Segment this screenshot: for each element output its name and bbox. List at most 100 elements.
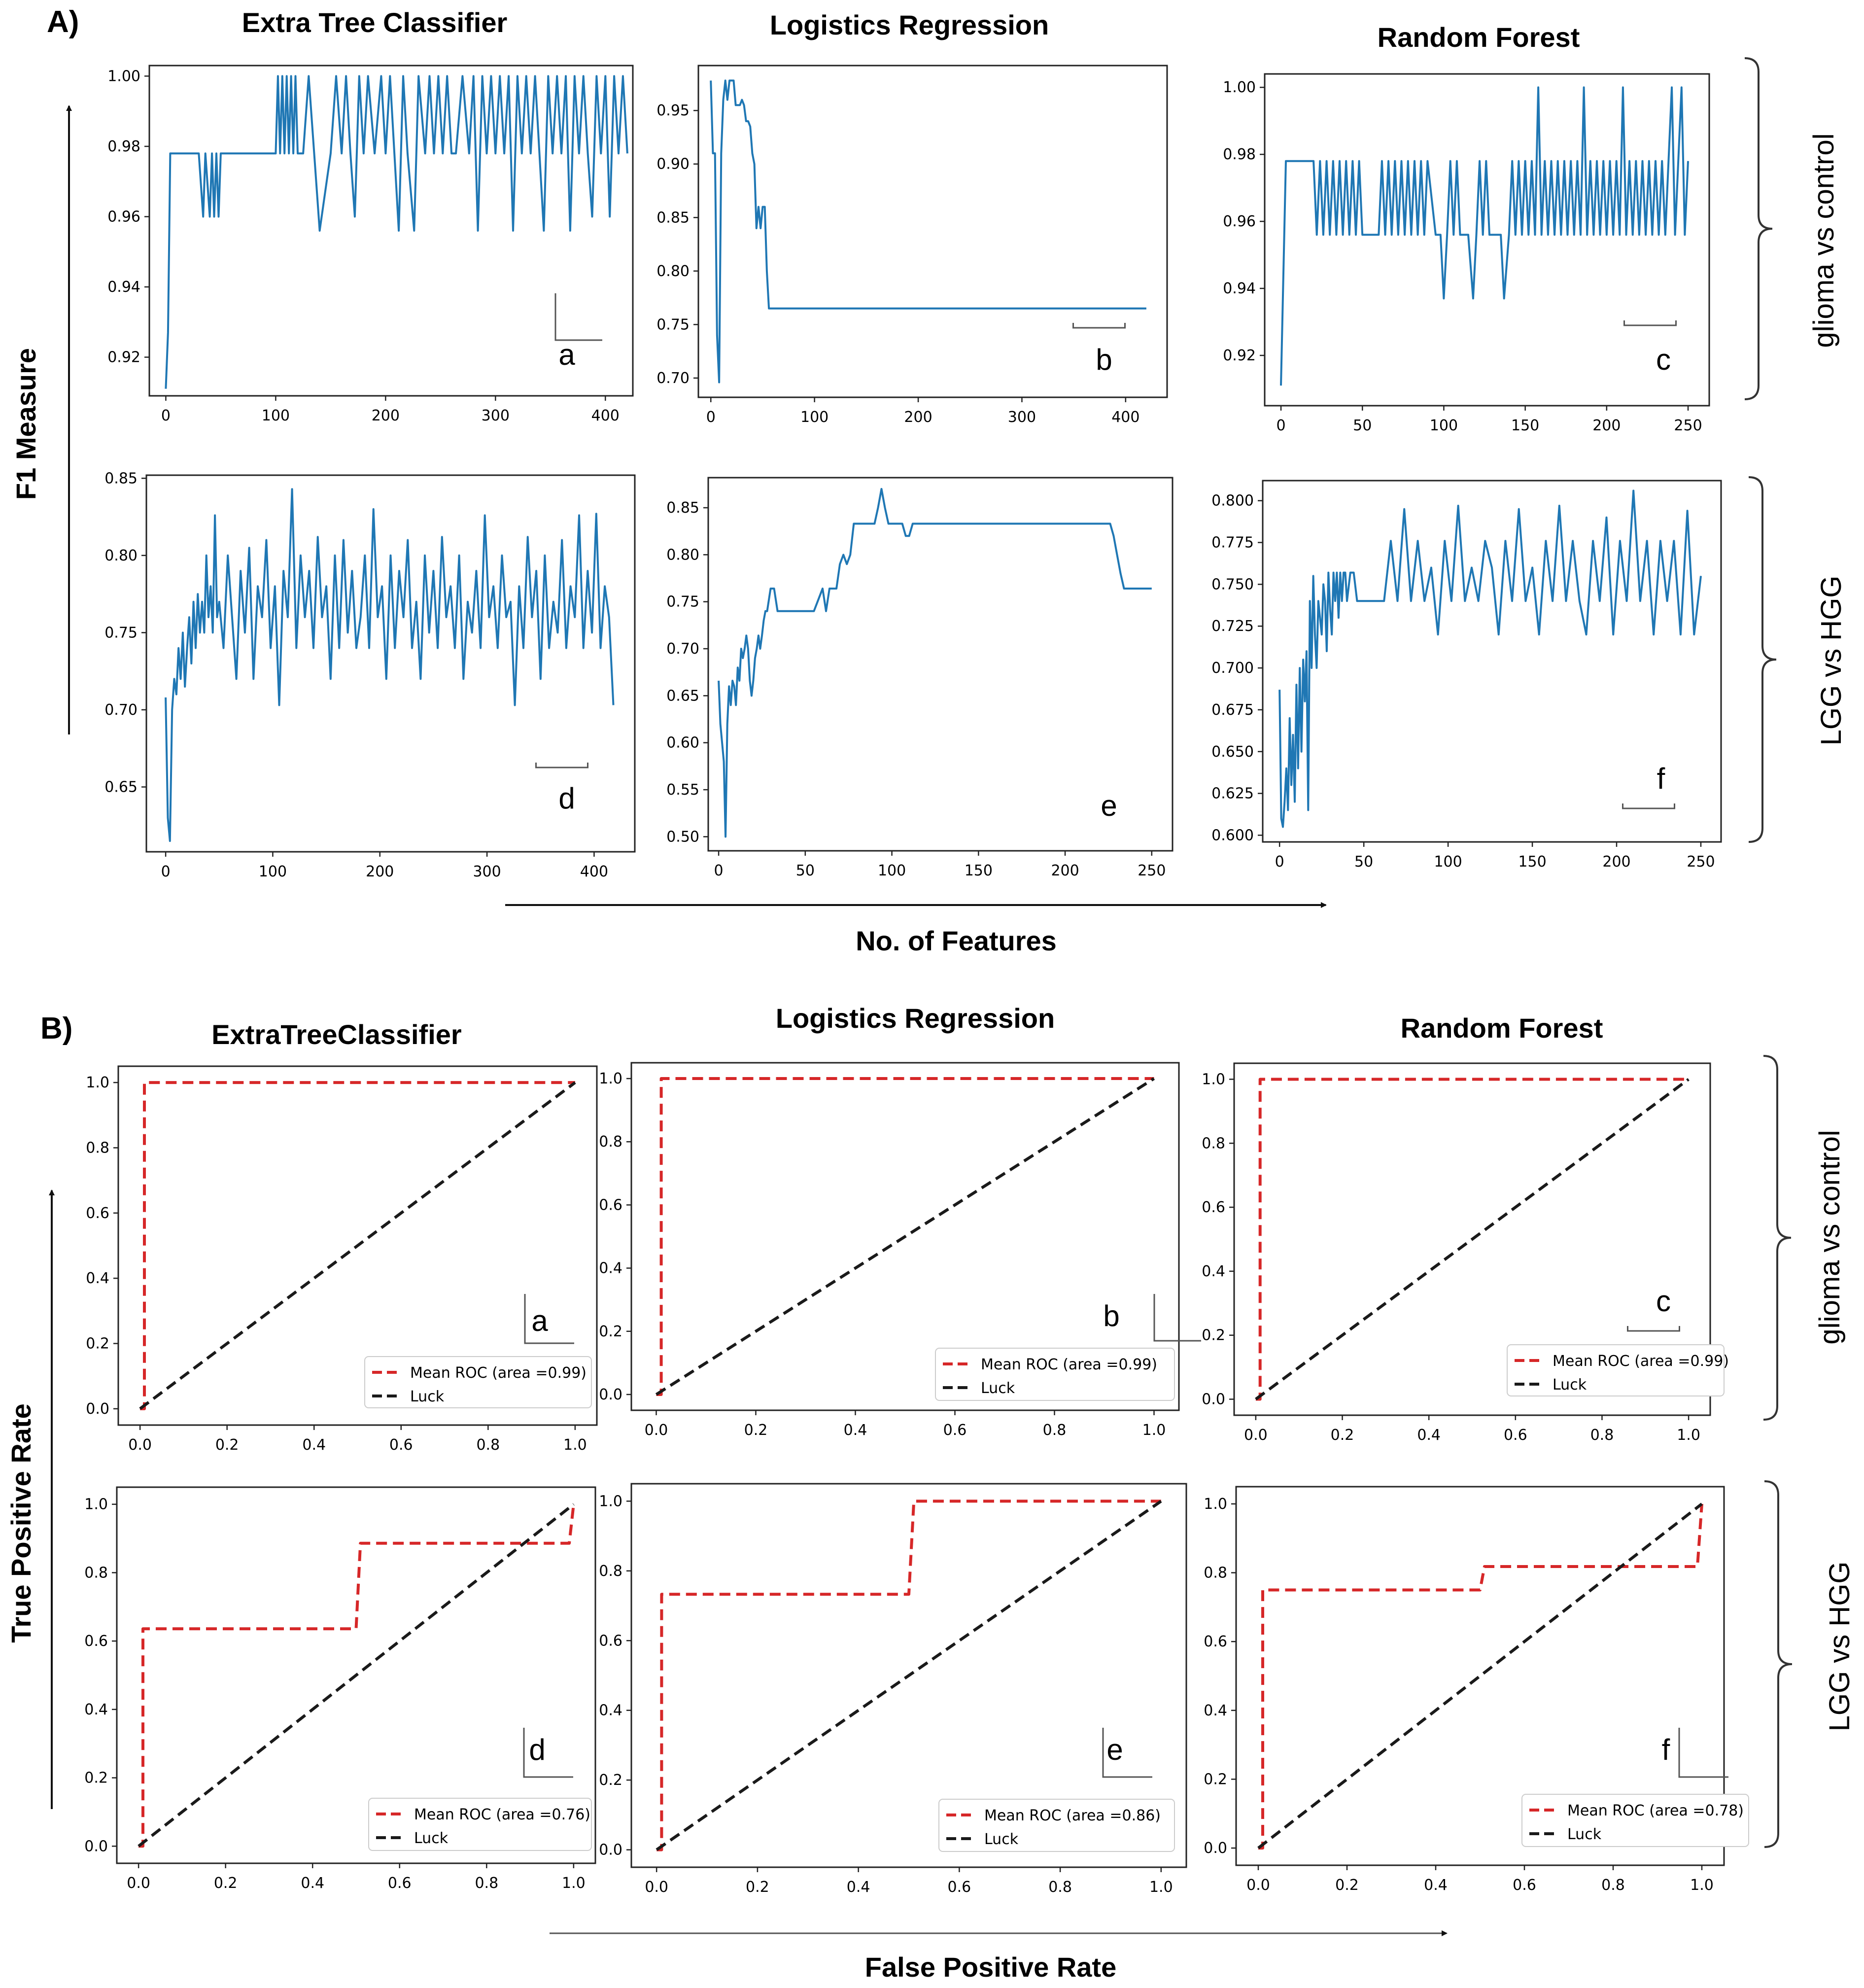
- panel-letter: c: [1656, 343, 1671, 376]
- luck-line: [1257, 1502, 1703, 1849]
- panel-letter: b: [1096, 343, 1112, 376]
- y-tick-label: 0.8: [599, 1133, 622, 1151]
- y-tick-label: 1.0: [86, 1074, 109, 1091]
- y-tick-label: 0.85: [656, 209, 690, 226]
- y-tick-label: 0.800: [1211, 492, 1254, 510]
- x-tick-label: 1.0: [1149, 1879, 1173, 1896]
- y-tick-label: 0.94: [107, 279, 140, 296]
- x-tick-label: 1.0: [563, 1436, 587, 1454]
- x-tick-label: 100: [259, 863, 287, 880]
- y-tick-label: 0.8: [86, 1139, 109, 1156]
- x-tick-label: 0.2: [215, 1436, 239, 1454]
- col-title-a-3: Random Forest: [1378, 22, 1580, 53]
- brace-b-2: [1764, 1480, 1793, 1848]
- luck-line: [655, 1077, 1155, 1396]
- y-tick-label: 0.8: [84, 1564, 108, 1581]
- x-tick-label: 0.8: [1043, 1422, 1067, 1439]
- x-tick-label: 0.0: [645, 1879, 668, 1896]
- row-label-a-2: LGG vs HGG: [1815, 576, 1847, 746]
- x-tick-label: 0.6: [1504, 1427, 1527, 1444]
- y-tick-label: 0.6: [599, 1632, 622, 1649]
- legend-box: [368, 1798, 592, 1851]
- x-tick-label: 0.8: [476, 1436, 500, 1454]
- x-tick-label: 0.4: [844, 1422, 867, 1439]
- x-tick-label: 0.4: [301, 1875, 324, 1892]
- f1-series-line: [710, 79, 1146, 384]
- panel-letter: e: [1106, 1733, 1123, 1766]
- x-tick-label: 0.2: [1335, 1877, 1359, 1894]
- x-tick-label: 200: [1592, 417, 1621, 434]
- y-tick-label: 0.725: [1211, 618, 1254, 635]
- col-title-b-2: Logistics Regression: [776, 1003, 1055, 1034]
- x-axis-title-fpr: False Positive Rate: [865, 1952, 1116, 1983]
- y-tick-label: 0.2: [84, 1770, 108, 1787]
- panel-marker: [554, 293, 602, 341]
- x-tick-label: 50: [1353, 417, 1372, 434]
- legend-box: [935, 1348, 1175, 1401]
- row-label-a-1: glioma vs control: [1808, 133, 1840, 348]
- x-tick-label: 0.8: [1601, 1877, 1625, 1894]
- y-tick-label: 0.0: [599, 1386, 622, 1403]
- x-tick-label: 400: [580, 863, 608, 880]
- x-tick-label: 0.2: [744, 1422, 768, 1439]
- panel-marker: [1622, 803, 1675, 809]
- x-tick-label: 1.0: [562, 1875, 586, 1892]
- x-tick-label: 1.0: [1677, 1427, 1700, 1444]
- y-tick-label: 0.625: [1211, 785, 1254, 802]
- y-tick-label: 0.96: [107, 208, 140, 225]
- legend-luck-label: Luck: [1553, 1376, 1587, 1394]
- panel-letter: d: [558, 782, 575, 815]
- panel-marker: [524, 1294, 574, 1344]
- y-tick-label: 0.8: [1202, 1135, 1225, 1152]
- x-tick-label: 0.8: [1048, 1879, 1072, 1896]
- x-tick-label: 100: [1434, 853, 1462, 871]
- x-tick-label: 150: [1518, 853, 1546, 871]
- luck-line: [138, 1503, 575, 1848]
- y-tick-label: 0.4: [599, 1260, 622, 1277]
- roc-panel-e: 0.0 0.2 0.4 0.6 0.8 1.0 0.0 0.2 0.4 0.6 0.8 1.0 Mean…: [599, 1483, 1187, 1896]
- y-tick-label: 0.4: [599, 1702, 622, 1719]
- y-tick-label: 0.2: [1204, 1771, 1227, 1788]
- section-a-label: A): [47, 5, 79, 39]
- x-tick-label: 0.0: [645, 1422, 668, 1439]
- y-axis-title-f1: F1 Measure: [10, 348, 41, 500]
- x-tick-label: 0.8: [1590, 1427, 1614, 1444]
- panel-marker: [1072, 323, 1126, 329]
- y-tick-label: 0.2: [1202, 1327, 1225, 1344]
- y-tick-label: 0.92: [1223, 347, 1256, 364]
- x-tick-label: 100: [800, 409, 828, 426]
- x-tick-label: 250: [1674, 417, 1702, 434]
- panel-marker: [1623, 320, 1677, 326]
- luck-line: [139, 1081, 576, 1410]
- x-tick-label: 0.6: [943, 1422, 967, 1439]
- f1-series-line: [1280, 86, 1689, 386]
- y-tick-label: 0.55: [666, 781, 699, 799]
- axes-frame: [1264, 73, 1710, 407]
- legend-luck-label: Luck: [1567, 1826, 1602, 1843]
- x-tick-label: 300: [1008, 409, 1036, 426]
- x-tick-label: 0: [161, 863, 171, 880]
- y-tick-label: 1.0: [1202, 1071, 1225, 1088]
- y-tick-label: 0.65: [666, 687, 699, 704]
- x-tick-label: 0.4: [847, 1879, 870, 1896]
- panel-letter: b: [1103, 1299, 1119, 1332]
- roc-panel-d: 0.0 0.2 0.4 0.6 0.8 1.0 0.0 0.2 0.4 0.6 0.8 1.0 Mean…: [84, 1486, 596, 1892]
- panel-marker: [1678, 1728, 1728, 1778]
- y-tick-label: 0.650: [1211, 743, 1254, 761]
- x-tick-label: 0: [161, 407, 171, 424]
- roc-panel-b: 0.0 0.2 0.4 0.6 0.8 1.0 0.0 0.2 0.4 0.6 0.8 1.0 Mean…: [599, 1062, 1201, 1439]
- y-tick-label: 0.94: [1223, 280, 1256, 297]
- y-tick-label: 0.600: [1211, 827, 1254, 844]
- legend-box: [938, 1799, 1175, 1852]
- y-tick-label: 0.6: [599, 1196, 622, 1214]
- x-tick-label: 0.2: [746, 1879, 769, 1896]
- x-tick-label: 400: [1111, 409, 1139, 426]
- legend-mean-label: Mean ROC (area =0.86): [984, 1807, 1161, 1824]
- axes-frame: [697, 65, 1168, 398]
- panel-marker: [1153, 1294, 1201, 1342]
- brace-a-2: [1748, 476, 1777, 843]
- x-tick-label: 300: [473, 863, 501, 880]
- luck-line: [1255, 1078, 1690, 1400]
- axes-frame: [148, 65, 634, 397]
- x-tick-label: 0.2: [1331, 1427, 1354, 1444]
